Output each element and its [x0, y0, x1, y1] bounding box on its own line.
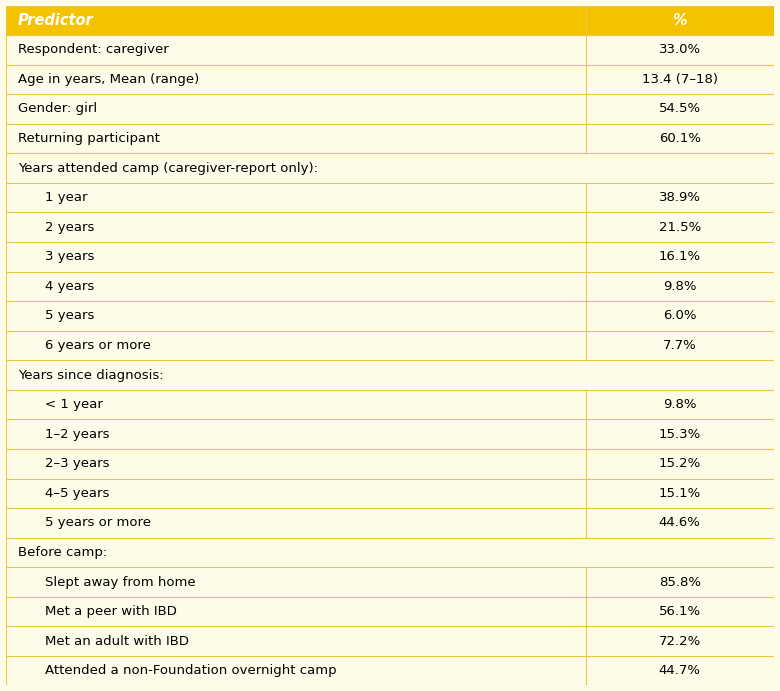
Text: 44.7%: 44.7% [659, 664, 700, 677]
Text: 44.6%: 44.6% [659, 516, 700, 529]
Text: 15.2%: 15.2% [658, 457, 701, 471]
Text: 4 years: 4 years [44, 280, 94, 293]
Bar [6, 419, 774, 449]
Bar [6, 94, 774, 124]
Bar [6, 301, 774, 331]
Bar [6, 626, 774, 656]
Text: 13.4 (7–18): 13.4 (7–18) [642, 73, 718, 86]
Text: Returning participant: Returning participant [18, 132, 160, 145]
Text: 1 year: 1 year [44, 191, 87, 204]
Text: 33.0%: 33.0% [658, 44, 700, 57]
Text: 5 years: 5 years [44, 310, 94, 323]
Bar [6, 449, 774, 479]
Bar [6, 390, 774, 419]
Text: Gender: girl: Gender: girl [18, 102, 97, 115]
Bar [6, 567, 774, 597]
Text: Met a peer with IBD: Met a peer with IBD [44, 605, 176, 618]
Text: 4–5 years: 4–5 years [44, 487, 109, 500]
Text: Age in years, Mean (range): Age in years, Mean (range) [18, 73, 199, 86]
Text: 56.1%: 56.1% [658, 605, 700, 618]
Bar [6, 35, 774, 65]
Text: 9.8%: 9.8% [663, 280, 697, 293]
Text: Years attended camp (caregiver-report only):: Years attended camp (caregiver-report on… [18, 162, 317, 175]
Bar [6, 479, 774, 508]
Bar [6, 272, 774, 301]
Text: 85.8%: 85.8% [659, 576, 700, 589]
Bar [6, 124, 774, 153]
Text: 15.1%: 15.1% [658, 487, 701, 500]
Bar [6, 331, 774, 360]
Text: Met an adult with IBD: Met an adult with IBD [44, 634, 189, 647]
Bar [6, 360, 774, 390]
Bar [6, 153, 774, 183]
Bar [6, 65, 774, 94]
Text: Attended a non-Foundation overnight camp: Attended a non-Foundation overnight camp [44, 664, 336, 677]
Text: 6 years or more: 6 years or more [44, 339, 151, 352]
Text: 72.2%: 72.2% [658, 634, 701, 647]
Text: Slept away from home: Slept away from home [44, 576, 195, 589]
Bar [6, 6, 774, 35]
Bar [6, 656, 774, 685]
Text: 16.1%: 16.1% [658, 250, 700, 263]
Text: Respondent: caregiver: Respondent: caregiver [18, 44, 168, 57]
Text: 2 years: 2 years [44, 220, 94, 234]
Text: 7.7%: 7.7% [663, 339, 697, 352]
Text: 9.8%: 9.8% [663, 398, 697, 411]
Text: 54.5%: 54.5% [658, 102, 700, 115]
Text: 5 years or more: 5 years or more [44, 516, 151, 529]
Bar [6, 597, 774, 626]
Text: 2–3 years: 2–3 years [44, 457, 109, 471]
Text: Predictor: Predictor [18, 13, 94, 28]
Text: 15.3%: 15.3% [658, 428, 701, 441]
Text: 6.0%: 6.0% [663, 310, 697, 323]
Text: < 1 year: < 1 year [44, 398, 102, 411]
Bar [6, 242, 774, 272]
Text: 60.1%: 60.1% [659, 132, 700, 145]
Bar [6, 508, 774, 538]
Text: 21.5%: 21.5% [658, 220, 701, 234]
Bar [6, 212, 774, 242]
Text: Years since diagnosis:: Years since diagnosis: [18, 368, 163, 381]
Text: 38.9%: 38.9% [659, 191, 700, 204]
Text: %: % [672, 13, 687, 28]
Bar [6, 183, 774, 212]
Bar [6, 538, 774, 567]
Text: 3 years: 3 years [44, 250, 94, 263]
Text: Before camp:: Before camp: [18, 546, 107, 559]
Text: 1–2 years: 1–2 years [44, 428, 109, 441]
